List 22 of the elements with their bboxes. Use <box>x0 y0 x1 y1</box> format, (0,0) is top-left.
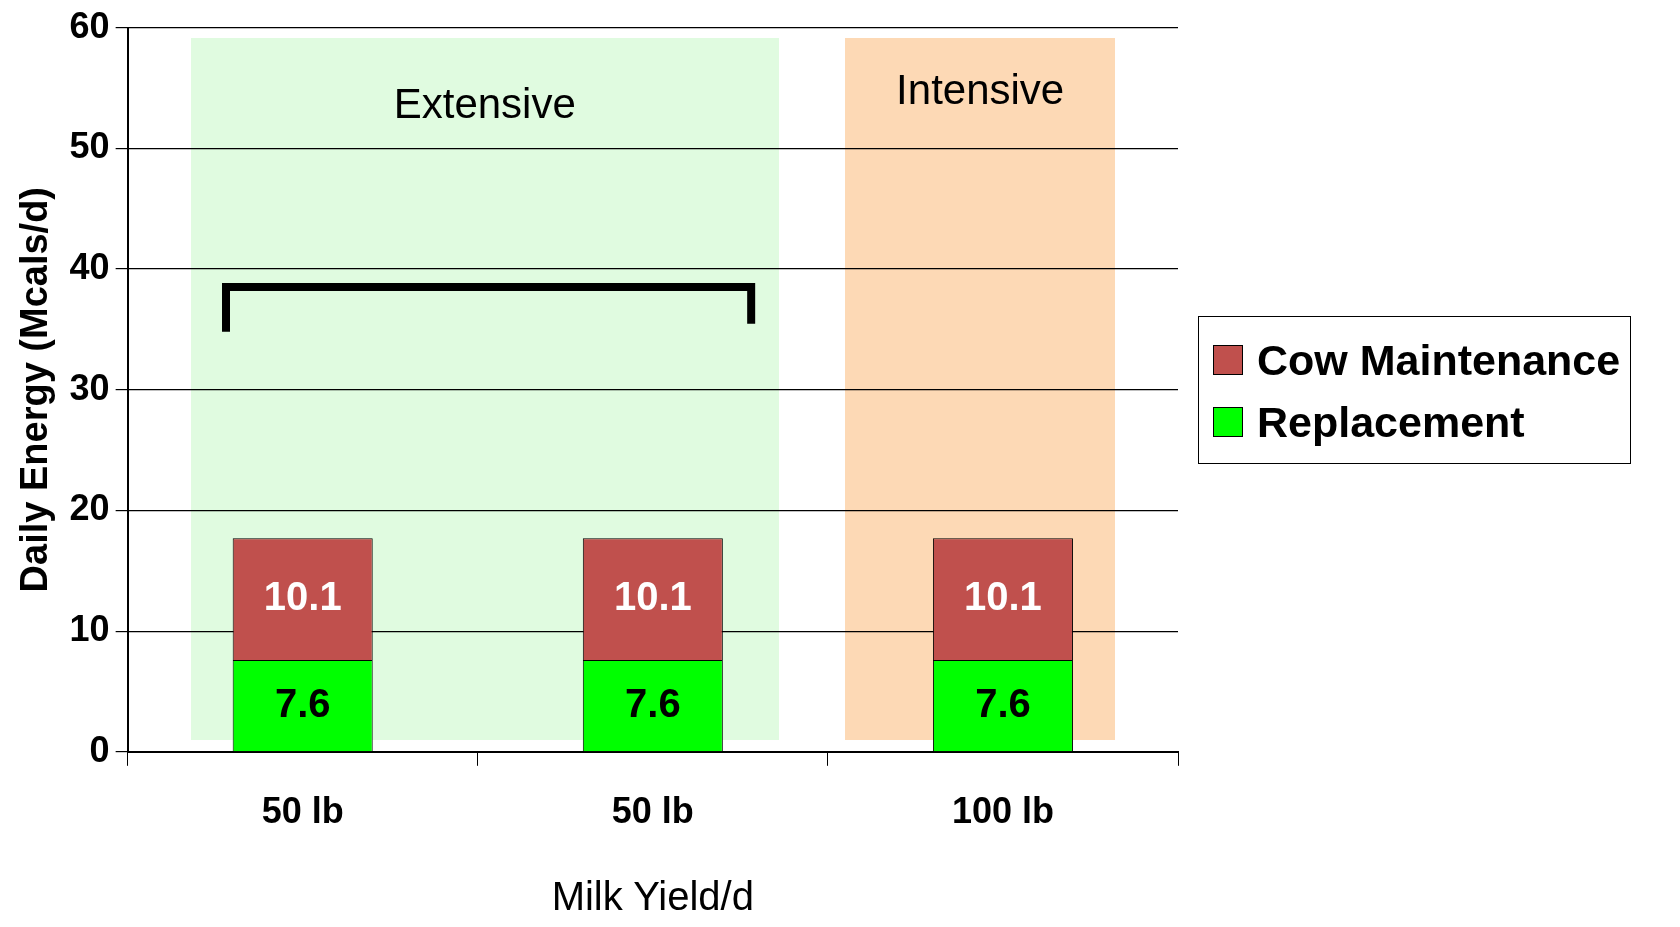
y-tick-label: 20 <box>69 487 110 529</box>
data-label: 10.1 <box>613 574 692 619</box>
data-label: 7.6 <box>274 680 331 725</box>
y-axis-title: Daily Energy (Mcals/d) <box>13 186 56 593</box>
data-label: 10.1 <box>964 574 1042 619</box>
data-label: 7.6 <box>625 680 681 725</box>
annotation: Extensive <box>393 79 576 128</box>
y-tick-label: 60 <box>69 4 110 46</box>
legend-label: Cow Maintenance <box>1257 334 1621 386</box>
data-label: 7.6 <box>975 680 1031 725</box>
x-tick-label: 50 lb <box>261 790 344 832</box>
y-tick-label: 0 <box>89 728 110 770</box>
x-tick-label: 100 lb <box>951 790 1054 832</box>
y-tick-label: 40 <box>69 245 110 287</box>
data-label: 10.1 <box>263 574 342 619</box>
legend-label: Replacement <box>1257 396 1525 448</box>
y-tick-label: 30 <box>69 366 110 408</box>
annotation: Intensive <box>896 65 1065 114</box>
y-tick-label: 10 <box>69 608 110 650</box>
x-tick-label: 50 lb <box>611 790 694 832</box>
x-axis-title: Milk Yield/d <box>551 874 754 919</box>
y-tick-label: 50 <box>69 125 110 167</box>
